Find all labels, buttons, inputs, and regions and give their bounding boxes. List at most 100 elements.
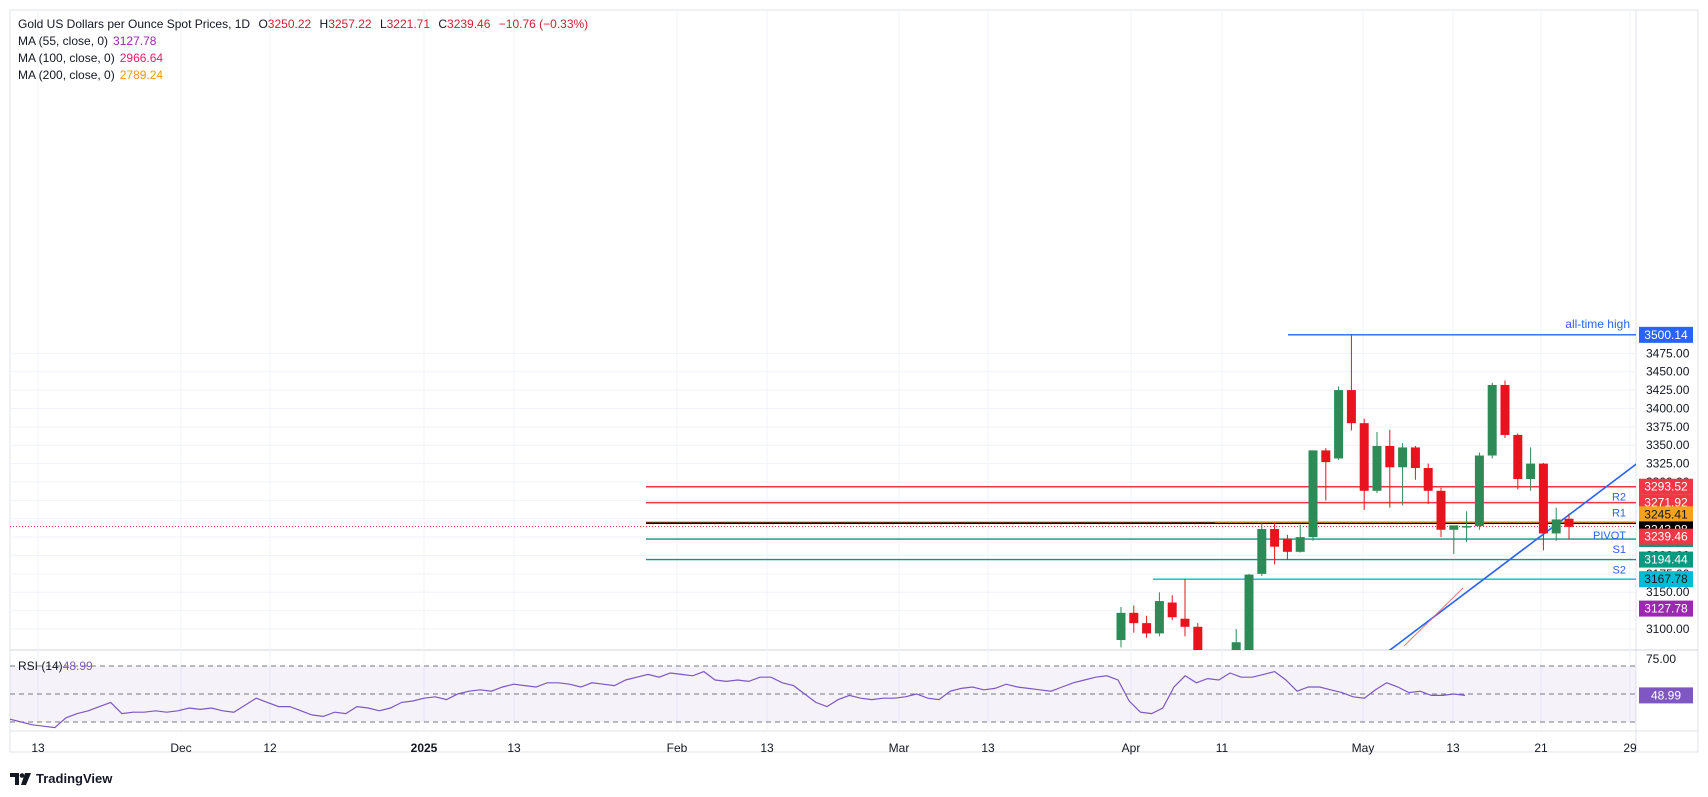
- candle-body: [1142, 623, 1152, 634]
- candle-body: [1308, 450, 1318, 538]
- time-tick-label: 13: [1446, 741, 1460, 755]
- rsi-legend: RSI (14)48.99: [18, 659, 93, 673]
- candle-body: [1436, 490, 1446, 530]
- candle-body: [1244, 574, 1254, 650]
- candle-body: [1359, 423, 1369, 491]
- candle-body: [1295, 537, 1305, 552]
- support-tag: 3167.78: [1644, 572, 1688, 586]
- ma100-value: 2966.64: [119, 51, 164, 65]
- level-tag-3194-44: 3194.44: [1644, 553, 1688, 567]
- time-tick-label: 13: [31, 741, 45, 755]
- price-tick-label: 3325.00: [1646, 457, 1690, 471]
- ma200-value: 2789.24: [119, 68, 164, 82]
- candle-body: [1321, 450, 1331, 463]
- price-tick-label: 3400.00: [1646, 401, 1690, 415]
- pivot-level-name: S1: [1613, 544, 1626, 556]
- price-tick-label: 3150.00: [1646, 585, 1690, 599]
- trendline: [1388, 463, 1636, 650]
- tradingview-logo[interactable]: TradingView: [10, 771, 112, 786]
- support-tag-bg: [1639, 571, 1693, 588]
- pivot-levels: [10, 334, 1636, 650]
- candle-body: [1487, 384, 1497, 456]
- candle-body: [1372, 445, 1382, 491]
- ma55-tag-bg: [1639, 600, 1693, 617]
- rsi-value-tag-bg: [1639, 687, 1693, 704]
- candle-body: [1462, 526, 1472, 528]
- ma55-value: 3127.78: [113, 34, 157, 48]
- last-price-tag: 3239.46: [1644, 530, 1688, 544]
- close-label: C: [438, 17, 448, 31]
- candle-body: [1129, 612, 1139, 624]
- candle-body: [1500, 384, 1510, 435]
- candle-body: [1167, 602, 1177, 618]
- ma100-label: MA (100, close, 0): [18, 51, 115, 65]
- open-value: 3250.22: [267, 17, 312, 31]
- candle-body: [1116, 612, 1126, 641]
- time-tick-label: May: [1352, 741, 1375, 755]
- close-value: 3239.46: [447, 17, 491, 31]
- level-tag-3245-41-bg: [1639, 506, 1693, 523]
- time-tick-label: 11: [1216, 741, 1229, 755]
- candlesticks: [1116, 334, 1574, 650]
- time-tick-label: 29: [1623, 741, 1637, 755]
- candle-body: [1474, 455, 1484, 527]
- all-time-high-label: all-time high: [1565, 317, 1630, 331]
- rsi-pane: 75.00 48.99: [9, 652, 1693, 729]
- rsi-line: [9, 670, 1466, 729]
- candle-body: [1538, 463, 1548, 534]
- last-price-tag-bg: [1639, 528, 1693, 545]
- candle-body: [1410, 447, 1420, 469]
- level-tag-3293-52-bg: [1639, 478, 1693, 495]
- ma55-legend: MA (55, close, 0) 3127.78: [18, 33, 156, 50]
- candle-body: [1193, 626, 1203, 650]
- time-axis: 13 Dec 12 2025 13 Feb 13 Mar 13 Apr 11 May 13 21 29: [31, 741, 1637, 755]
- time-tick-label: 13: [981, 741, 995, 755]
- candle-body: [1282, 538, 1292, 552]
- time-tick-label: Apr: [1122, 741, 1141, 755]
- candle-body: [1423, 468, 1433, 491]
- low-label: L: [379, 17, 387, 31]
- candle-body: [1257, 529, 1267, 574]
- price-tick-label: 3375.00: [1646, 420, 1690, 434]
- ma55-tag: 3127.78: [1644, 602, 1688, 616]
- candle-body: [1513, 434, 1523, 480]
- time-tick-label: 12: [263, 741, 277, 755]
- tradingview-logo-icon: [10, 772, 31, 785]
- symbol-title: Gold US Dollars per Ounce Spot Prices, 1…: [18, 17, 251, 31]
- symbol-legend: Gold US Dollars per Ounce Spot Prices, 1…: [18, 16, 588, 33]
- ma55-label: MA (55, close, 0): [18, 34, 109, 48]
- candle-body: [1385, 445, 1395, 468]
- pivot-level-name: R1: [1612, 508, 1626, 520]
- open-label: O: [258, 17, 268, 31]
- candle-body: [1334, 390, 1344, 459]
- rsi-label: RSI (14): [18, 659, 63, 673]
- ma100-legend: MA (100, close, 0) 2966.64: [18, 50, 163, 67]
- candle-body: [1551, 519, 1561, 534]
- level-tag-3245-41: 3245.41: [1644, 507, 1688, 521]
- change-value: −10.76 (−0.33%): [498, 17, 589, 31]
- grid: [9, 9, 1699, 753]
- ma200-legend: MA (200, close, 0) 2789.24: [18, 67, 163, 84]
- all-time-high-tag-bg: [1639, 326, 1693, 343]
- price-tick-label: 3450.00: [1646, 365, 1690, 379]
- candle-body: [1180, 618, 1190, 627]
- candle-body: [1346, 390, 1356, 424]
- time-tick-label: 13: [507, 741, 521, 755]
- level-tag-3293-52: 3293.52: [1644, 480, 1688, 494]
- candle-body: [1398, 447, 1408, 468]
- price-tick-label: 3100.00: [1646, 622, 1690, 636]
- pivot-level-name: PIVOT: [1593, 530, 1626, 542]
- high-label: H: [319, 17, 329, 31]
- time-tick-label: 13: [760, 741, 774, 755]
- high-value: 3257.22: [328, 17, 372, 31]
- rsi-value-tag: 48.99: [1651, 688, 1681, 702]
- price-tick-label: 3425.00: [1646, 383, 1690, 397]
- candle-body: [1564, 518, 1574, 527]
- ma55-line: [1403, 587, 1464, 647]
- price-tick-label: 3350.00: [1646, 438, 1690, 452]
- candle-body: [1526, 463, 1536, 480]
- candle-body: [1449, 525, 1459, 530]
- rsi-value: 48.99: [62, 659, 93, 673]
- pivot-level-name: R2: [1612, 492, 1626, 504]
